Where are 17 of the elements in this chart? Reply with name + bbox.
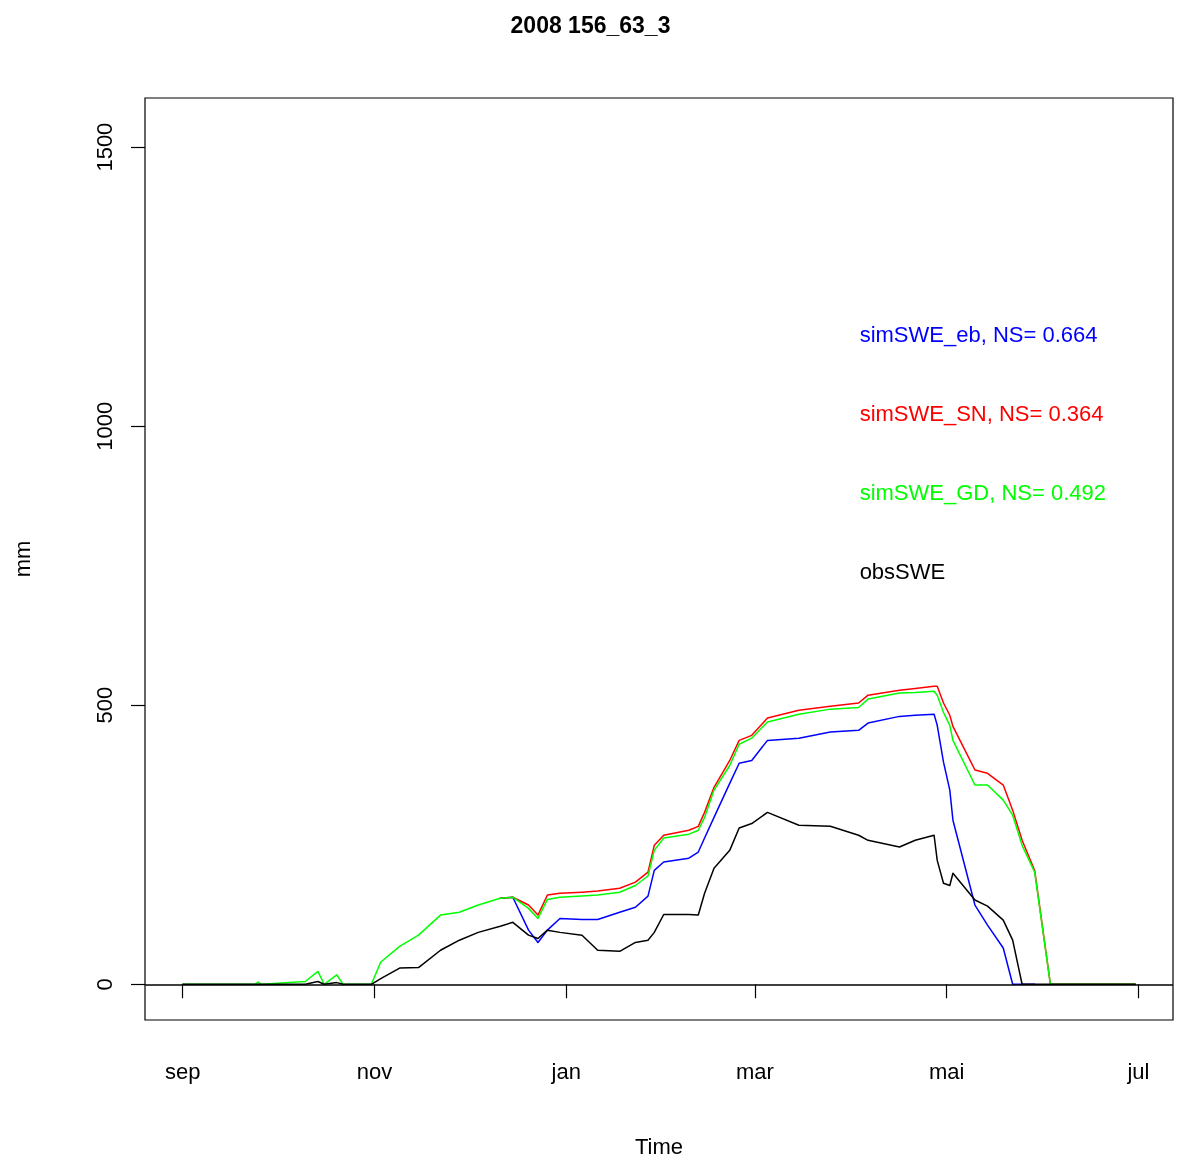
- y-tick-label: 0: [91, 978, 117, 991]
- chart-title: 2008 156_63_3: [510, 11, 671, 38]
- x-tick-label: nov: [356, 1058, 393, 1084]
- x-tick-label: mai: [928, 1058, 965, 1084]
- y-axis-title: mm: [9, 540, 35, 578]
- text: simSWE_eb, NS= 0.664: [859, 321, 1098, 347]
- x-tick-label: jan: [550, 1058, 581, 1084]
- y-tick-label: 1500: [91, 122, 117, 172]
- x-tick-label: jul: [1126, 1058, 1150, 1084]
- y-tick-label: 500: [91, 686, 117, 724]
- text: simSWE_SN, NS= 0.364: [859, 400, 1104, 426]
- text: obsSWE: [859, 558, 946, 584]
- x-tick-label: mar: [735, 1058, 774, 1084]
- y-tick-label: 1000: [91, 401, 117, 451]
- text: simSWE_GD, NS= 0.492: [859, 479, 1107, 505]
- x-axis-title: Time: [634, 1133, 684, 1159]
- x-tick-label: sep: [164, 1058, 201, 1084]
